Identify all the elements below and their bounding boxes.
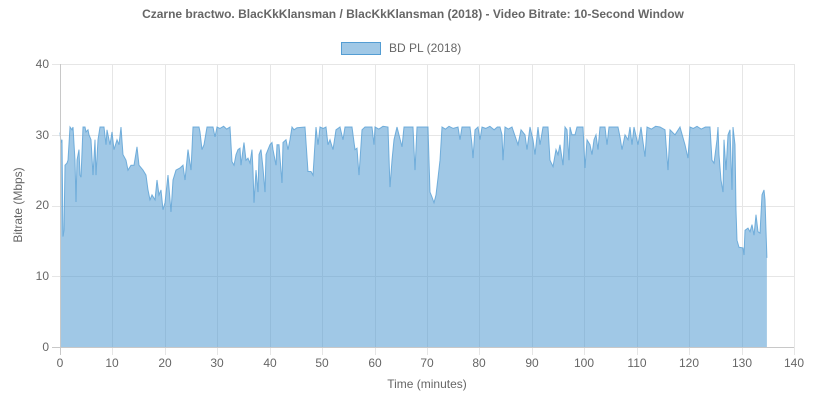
x-tick-label: 40 — [263, 356, 277, 370]
y-tick-label: 40 — [35, 57, 49, 71]
x-axis-title: Time (minutes) — [387, 377, 467, 391]
x-tick-label: 140 — [783, 356, 805, 370]
y-tick-label: 20 — [35, 198, 49, 212]
legend-swatch-icon — [341, 41, 381, 55]
x-tick-label: 130 — [731, 356, 753, 370]
y-tick-label: 30 — [35, 128, 49, 142]
x-tick-label: 80 — [472, 356, 486, 370]
x-tick-label: 30 — [210, 356, 224, 370]
legend[interactable]: BD PL (2018) — [341, 41, 461, 55]
x-tick-label: 10 — [105, 356, 119, 370]
x-tick-label: 60 — [368, 356, 382, 370]
x-tick-label: 50 — [315, 356, 329, 370]
x-tick-label: 0 — [56, 356, 64, 370]
x-tick-label: 100 — [573, 356, 595, 370]
x-tick-label: 20 — [158, 356, 172, 370]
chart-title: Czarne bractwo. BlacKkKlansman / BlacKkK… — [142, 7, 684, 21]
y-tick-label: 10 — [35, 269, 49, 283]
legend-label: BD PL (2018) — [389, 41, 462, 55]
x-tick-label: 110 — [627, 356, 647, 370]
y-axis-title: Bitrate (Mbps) — [11, 167, 25, 243]
x-tick-label: 90 — [525, 356, 539, 370]
y-tick-label: 0 — [42, 340, 49, 354]
bitrate-line-series — [59, 125, 768, 258]
axes — [52, 64, 794, 355]
x-tick-label: 120 — [678, 356, 700, 370]
bitrate-area-series — [60, 126, 767, 347]
x-tick-label: 70 — [420, 356, 434, 370]
